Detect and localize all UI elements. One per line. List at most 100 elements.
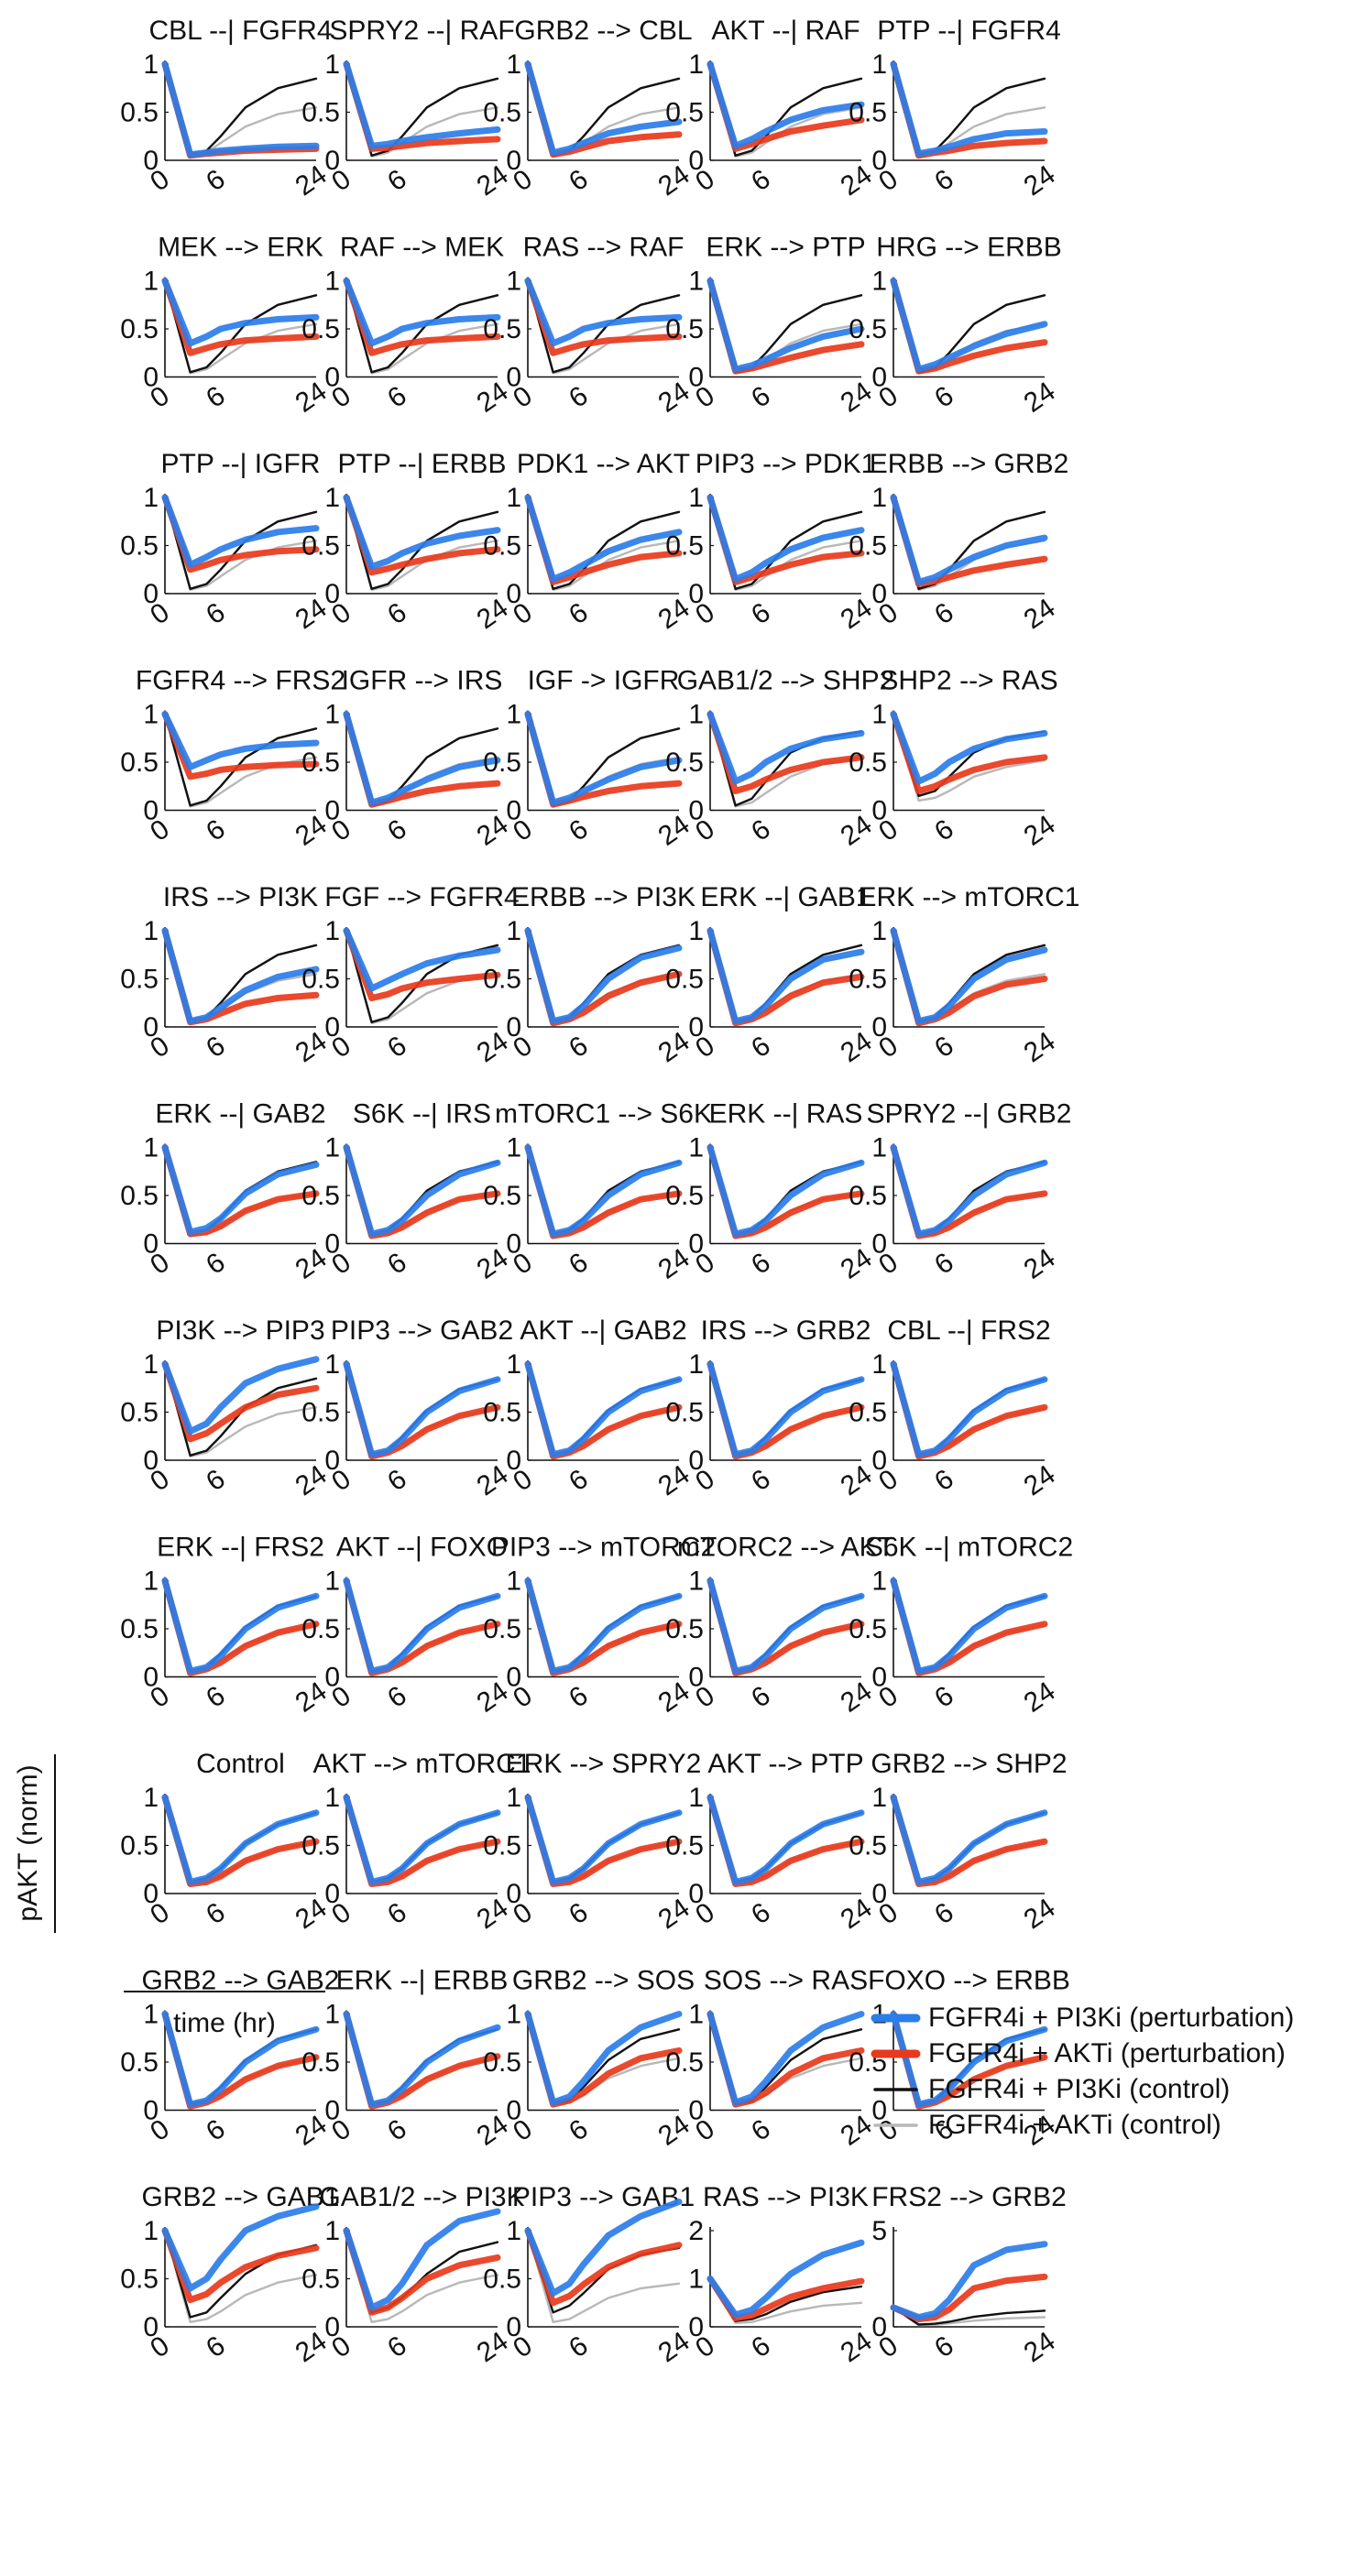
x-tick-label: 6 bbox=[201, 164, 231, 198]
series-line-pi3k-perturbation bbox=[706, 1360, 865, 1458]
y-tick-label: 0.5 bbox=[120, 1398, 159, 1428]
x-tick-label: 0 bbox=[690, 813, 720, 847]
panel-title: ERBB --> GRB2 bbox=[870, 449, 1069, 479]
panel-title: PI3K --> PIP3 bbox=[156, 1315, 324, 1346]
y-tick-label: 1 bbox=[143, 267, 159, 297]
x-tick-label: 6 bbox=[382, 1680, 412, 1714]
series-line-pi3k-perturbation bbox=[343, 494, 501, 571]
y-tick-label: 0 bbox=[324, 1446, 340, 1476]
y-tick-label: 1 bbox=[506, 1133, 521, 1163]
figure-ylabel: pAKT (norm) bbox=[13, 1764, 43, 1921]
series-line-akti-perturbation bbox=[524, 278, 683, 356]
x-tick-label: 6 bbox=[382, 2330, 412, 2364]
y-tick-label: 1 bbox=[143, 916, 159, 946]
series-line-akti-control bbox=[163, 2229, 318, 2323]
y-tick-label: 0.5 bbox=[120, 965, 159, 995]
y-tick-label: 0 bbox=[506, 1229, 521, 1260]
series-line-pi3k-perturbation bbox=[161, 2011, 320, 2108]
series-line-pi3k-perturbation bbox=[524, 2199, 683, 2297]
series-line-akti-perturbation bbox=[890, 711, 1048, 794]
y-tick-label: 0 bbox=[506, 363, 521, 393]
series-line-akti-perturbation bbox=[343, 278, 501, 356]
x-tick-label: 6 bbox=[929, 597, 959, 631]
series-line-pi3k-perturbation bbox=[343, 711, 501, 806]
y-tick-label: 1 bbox=[871, 916, 887, 946]
panel-title: AKT --> mTORC1 bbox=[312, 1749, 531, 1779]
x-tick-label: 6 bbox=[929, 1031, 959, 1064]
x-tick-label: 6 bbox=[746, 380, 776, 414]
x-tick-label: 0 bbox=[508, 164, 538, 198]
y-tick-label: 0 bbox=[688, 1012, 704, 1042]
x-tick-label: 6 bbox=[382, 597, 412, 631]
y-tick-label: 0 bbox=[871, 796, 887, 826]
y-tick-label: 1 bbox=[143, 2000, 159, 2030]
panel-title: ERK --| GAB1 bbox=[700, 882, 871, 912]
x-tick-label: 0 bbox=[690, 597, 720, 631]
x-tick-label: 6 bbox=[929, 1680, 959, 1714]
series-line-pi3k-perturbation bbox=[706, 2239, 865, 2319]
y-tick-label: 1 bbox=[688, 1566, 704, 1597]
y-tick-label: 1 bbox=[324, 1349, 340, 1380]
x-tick-label: 6 bbox=[746, 2330, 776, 2364]
panel-title: ERK --| ERBB bbox=[336, 1966, 509, 1996]
x-tick-label: 6 bbox=[382, 2113, 412, 2147]
series-line-akti-perturbation bbox=[343, 927, 501, 1001]
y-tick-label: 0.5 bbox=[120, 748, 159, 778]
x-tick-label: 0 bbox=[326, 813, 356, 847]
series-line-pi3k-perturbation bbox=[524, 494, 683, 583]
y-tick-label: 1 bbox=[324, 2000, 340, 2030]
y-tick-label: 0 bbox=[871, 1229, 887, 1260]
y-tick-label: 0.5 bbox=[849, 1398, 887, 1428]
x-tick-label: 0 bbox=[326, 1464, 356, 1498]
y-tick-label: 0 bbox=[143, 1012, 159, 1042]
panel-title: CBL --| FGFR4 bbox=[148, 16, 332, 46]
y-tick-label: 0 bbox=[143, 1229, 159, 1260]
x-tick-label: 6 bbox=[201, 1680, 231, 1714]
y-tick-label: 1 bbox=[871, 700, 887, 730]
series-line-pi3k-control bbox=[345, 62, 499, 157]
series-line-pi3k-control bbox=[526, 279, 681, 374]
series-line-pi3k-perturbation bbox=[706, 1794, 865, 1885]
y-tick-label: 0.5 bbox=[483, 1181, 521, 1211]
y-tick-label: 0 bbox=[324, 1663, 340, 1693]
y-tick-label: 0 bbox=[324, 1012, 340, 1042]
x-tick-label: 6 bbox=[201, 1897, 231, 1931]
series-line-akti-perturbation bbox=[161, 1360, 320, 1443]
x-tick-label: 6 bbox=[929, 164, 959, 198]
y-tick-label: 0 bbox=[506, 146, 521, 176]
panel-title: PDK1 --> AKT bbox=[517, 449, 690, 479]
panel-title: PIP3 --> mTORC2 bbox=[491, 1533, 716, 1563]
y-tick-label: 0 bbox=[506, 1663, 521, 1693]
y-tick-label: 1 bbox=[324, 49, 340, 80]
y-tick-label: 0.5 bbox=[849, 1831, 887, 1861]
y-tick-label: 1 bbox=[324, 1783, 340, 1813]
legend-label: FGFR4i + AKTi (control) bbox=[928, 2110, 1221, 2140]
y-tick-label: 0 bbox=[506, 2096, 521, 2126]
shared-axis-labels: pAKT (norm) time (hr) bbox=[13, 1754, 325, 2038]
x-tick-label: 0 bbox=[145, 1464, 175, 1498]
y-tick-label: 0.5 bbox=[301, 1831, 340, 1861]
x-tick-label: 0 bbox=[145, 1897, 175, 1931]
series-line-pi3k-perturbation bbox=[343, 2011, 501, 2108]
x-tick-label: 0 bbox=[508, 1031, 538, 1064]
y-tick-label: 0 bbox=[506, 1879, 521, 1909]
series-line-akti-perturbation bbox=[343, 494, 501, 576]
x-tick-label: 6 bbox=[201, 1247, 231, 1281]
x-tick-label: 6 bbox=[201, 1464, 231, 1498]
y-tick-label: 0.5 bbox=[665, 2047, 704, 2078]
x-tick-label: 0 bbox=[690, 380, 720, 414]
y-tick-label: 0 bbox=[688, 2312, 704, 2342]
panel-title: SOS --> RAS bbox=[704, 1966, 868, 1996]
x-tick-label: 24 bbox=[1018, 1026, 1060, 1068]
y-tick-label: 1 bbox=[324, 267, 340, 297]
y-tick-label: 1 bbox=[506, 483, 521, 513]
